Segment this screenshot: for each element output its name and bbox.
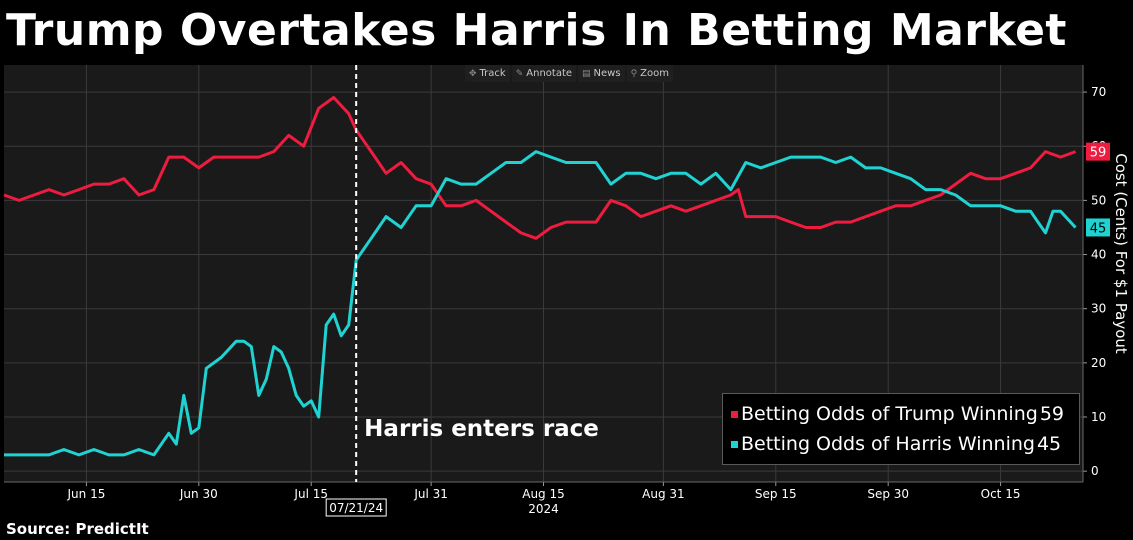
annotation-label: Harris enters race [364, 416, 599, 442]
legend-value-trump: 59 [1039, 403, 1064, 425]
zoom-label: Zoom [640, 68, 669, 79]
crosshair-icon: ✥ [469, 68, 477, 79]
last-value-label-harris: 45 [1090, 221, 1107, 236]
zoom-button[interactable]: ⚲ Zoom [626, 65, 673, 82]
source-note: Source: PredictIt [6, 520, 149, 538]
annotation-date-label: 07/21/24 [329, 501, 383, 515]
x-tick-label: Sep 30 [867, 487, 909, 501]
x-tick-label: Jul 15 [293, 487, 328, 501]
y-tick-label: 50 [1091, 193, 1106, 207]
y-tick-label: 70 [1091, 85, 1106, 99]
news-button[interactable]: ▤ News [578, 65, 625, 82]
x-tick-label: Jun 15 [67, 487, 106, 501]
last-value-tag-trump [1086, 142, 1110, 161]
y-tick-label: 30 [1091, 302, 1106, 316]
annotate-label: Annotate [526, 68, 573, 79]
y-tick-label: 0 [1091, 464, 1099, 478]
x-tick-label: Aug 15 [522, 487, 565, 501]
y-tick-label: 10 [1091, 410, 1106, 424]
x-tick-label: Aug 31 [642, 487, 685, 501]
legend-label-harris: Betting Odds of Harris Winning [741, 433, 1035, 455]
last-value-tag-harris [1086, 218, 1110, 237]
track-label: Track [479, 68, 506, 79]
chart-toolbar: ✥ Track ✎ Annotate ▤ News ⚲ Zoom [465, 65, 673, 82]
x-tick-label: Jul 31 [413, 487, 448, 501]
x-year-label: 2024 [528, 502, 559, 516]
page-title: Trump Overtakes Harris In Betting Market [6, 5, 1067, 56]
annotate-button[interactable]: ✎ Annotate [511, 65, 577, 82]
annotation-date-box [325, 498, 387, 517]
legend-value-harris: 45 [1036, 433, 1062, 455]
x-tick-label: Sep 15 [755, 487, 797, 501]
track-button[interactable]: ✥ Track [465, 65, 510, 82]
legend-label-trump: Betting Odds of Trump Winning [741, 403, 1038, 425]
legend-swatch-trump [731, 410, 738, 418]
legend-item-trump: Betting Odds of Trump Winning 59 [731, 399, 1071, 429]
legend-swatch-harris [731, 440, 738, 448]
x-tick-label: Jun 30 [179, 487, 218, 501]
y-axis-title: Cost (Cents) For $1 Payout [1112, 153, 1130, 354]
legend-item-harris: Betting Odds of Harris Winning 45 [731, 429, 1071, 459]
chart-legend: Betting Odds of Trump Winning 59 Betting… [722, 393, 1080, 465]
magnifier-icon: ⚲ [630, 68, 638, 79]
newspaper-icon: ▤ [582, 68, 591, 79]
pencil-icon: ✎ [515, 68, 524, 79]
y-tick-label: 20 [1091, 356, 1106, 370]
x-tick-label: Oct 15 [981, 487, 1021, 501]
last-value-label-trump: 59 [1090, 146, 1107, 161]
news-label: News [593, 68, 621, 79]
series-line-trump [3, 96, 1077, 240]
series-line-harris [4, 150, 1077, 457]
y-tick-label: 40 [1091, 248, 1106, 262]
